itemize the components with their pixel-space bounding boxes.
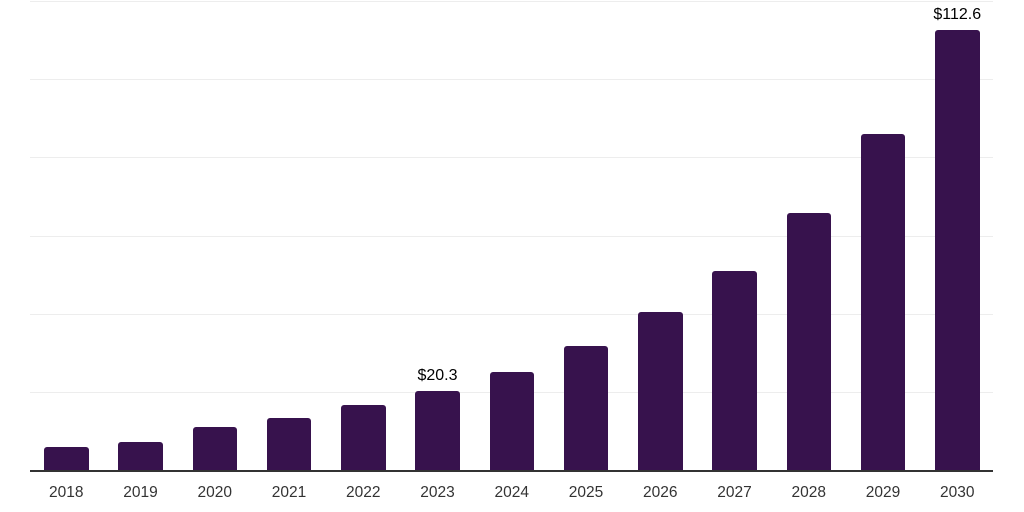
bar-2024 — [489, 372, 534, 470]
gridline-80 — [30, 157, 993, 159]
gridline-60 — [30, 235, 993, 237]
gridline-40 — [30, 313, 993, 315]
x-tick-label-2025: 2025 — [568, 484, 604, 501]
x-tick-label-2019: 2019 — [123, 484, 158, 501]
bar-2022 — [341, 405, 386, 470]
bar-2021 — [266, 417, 312, 470]
bar-2019 — [118, 441, 163, 470]
bar-2028 — [786, 212, 831, 470]
x-tick-label-2028: 2028 — [791, 484, 826, 501]
bar-2026 — [638, 312, 683, 470]
x-tick-label-2030: 2030 — [940, 484, 975, 501]
x-axis-line — [30, 469, 993, 472]
x-tick-label-2023: 2023 — [420, 484, 455, 501]
gridline-100 — [30, 79, 993, 81]
bar-2027 — [712, 270, 757, 470]
x-tick-label-2020: 2020 — [197, 484, 232, 501]
bar-2025 — [563, 346, 609, 470]
value-label-2023: $20.3 — [417, 366, 458, 384]
bar-2029 — [860, 133, 906, 470]
bar-2020 — [192, 427, 237, 470]
x-tick-label-2021: 2021 — [271, 484, 307, 501]
x-tick-label-2027: 2027 — [717, 484, 752, 501]
x-tick-label-2029: 2029 — [865, 484, 901, 501]
x-tick-label-2018: 2018 — [49, 484, 84, 501]
bar-2030 — [935, 29, 980, 470]
value-label-2030: $112.6 — [933, 5, 982, 23]
x-tick-label-2024: 2024 — [494, 484, 529, 501]
gridline-120 — [30, 1, 993, 2]
bar-2018 — [44, 446, 89, 470]
bar-2023 — [415, 390, 460, 470]
x-tick-label-2026: 2026 — [643, 484, 678, 501]
x-tick-label-2022: 2022 — [346, 484, 381, 501]
